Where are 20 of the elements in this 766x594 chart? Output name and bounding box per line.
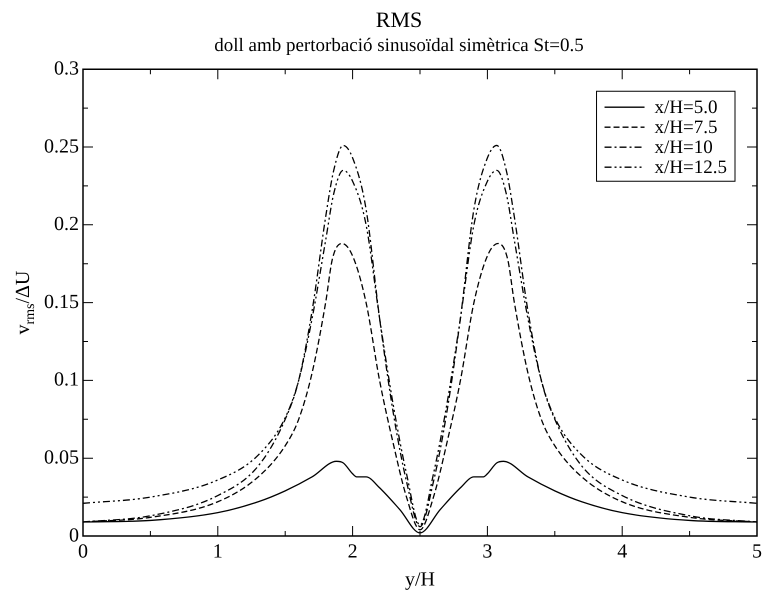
x-tick-label: 3 — [482, 540, 492, 562]
chart-title: RMS — [376, 6, 422, 32]
x-axis-title: y/H — [405, 568, 435, 590]
y-tick-label: 0.15 — [44, 290, 79, 313]
legend-label: x/H=10 — [654, 137, 713, 158]
y-tick-label: 0.1 — [54, 368, 79, 391]
x-tick-label: 2 — [348, 540, 358, 562]
y-tick-label: 0.2 — [54, 213, 79, 236]
chart-subtitle: doll amb pertorbació sinusoïdal simètrica St=0.5 — [214, 34, 584, 56]
x-tick-label: 5 — [752, 540, 762, 562]
legend-label: x/H=5.0 — [654, 97, 718, 118]
x-tick-label: 4 — [617, 540, 628, 562]
x-tick-label: 1 — [212, 540, 223, 562]
y-axis-title: vrms/ΔU — [12, 270, 38, 335]
y-tick-label: 0.05 — [44, 446, 79, 468]
y-tick-label: 0.25 — [44, 135, 79, 158]
legend-label: x/H=7.5 — [654, 117, 718, 138]
legend-label: x/H=12.5 — [654, 157, 728, 178]
y-tick-label: 0 — [69, 524, 79, 546]
y-tick-label: 0.3 — [54, 57, 79, 80]
